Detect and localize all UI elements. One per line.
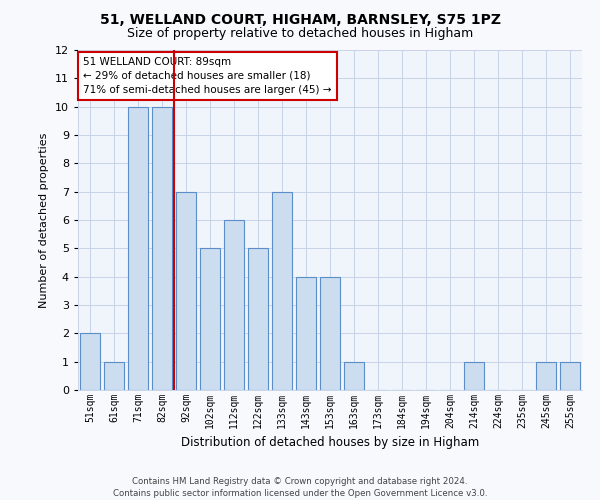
Text: 51, WELLAND COURT, HIGHAM, BARNSLEY, S75 1PZ: 51, WELLAND COURT, HIGHAM, BARNSLEY, S75… — [100, 12, 500, 26]
Bar — [296, 276, 316, 390]
Bar — [272, 192, 292, 390]
Bar — [224, 220, 244, 390]
Bar — [176, 192, 196, 390]
Bar — [248, 248, 268, 390]
Bar — [560, 362, 580, 390]
X-axis label: Distribution of detached houses by size in Higham: Distribution of detached houses by size … — [181, 436, 479, 450]
Text: Size of property relative to detached houses in Higham: Size of property relative to detached ho… — [127, 28, 473, 40]
Bar — [344, 362, 364, 390]
Bar — [536, 362, 556, 390]
Bar — [464, 362, 484, 390]
Bar — [200, 248, 220, 390]
Y-axis label: Number of detached properties: Number of detached properties — [39, 132, 49, 308]
Bar — [320, 276, 340, 390]
Bar — [152, 106, 172, 390]
Text: Contains HM Land Registry data © Crown copyright and database right 2024.
Contai: Contains HM Land Registry data © Crown c… — [113, 476, 487, 498]
Bar — [128, 106, 148, 390]
Bar — [104, 362, 124, 390]
Text: 51 WELLAND COURT: 89sqm
← 29% of detached houses are smaller (18)
71% of semi-de: 51 WELLAND COURT: 89sqm ← 29% of detache… — [83, 57, 332, 95]
Bar — [80, 334, 100, 390]
